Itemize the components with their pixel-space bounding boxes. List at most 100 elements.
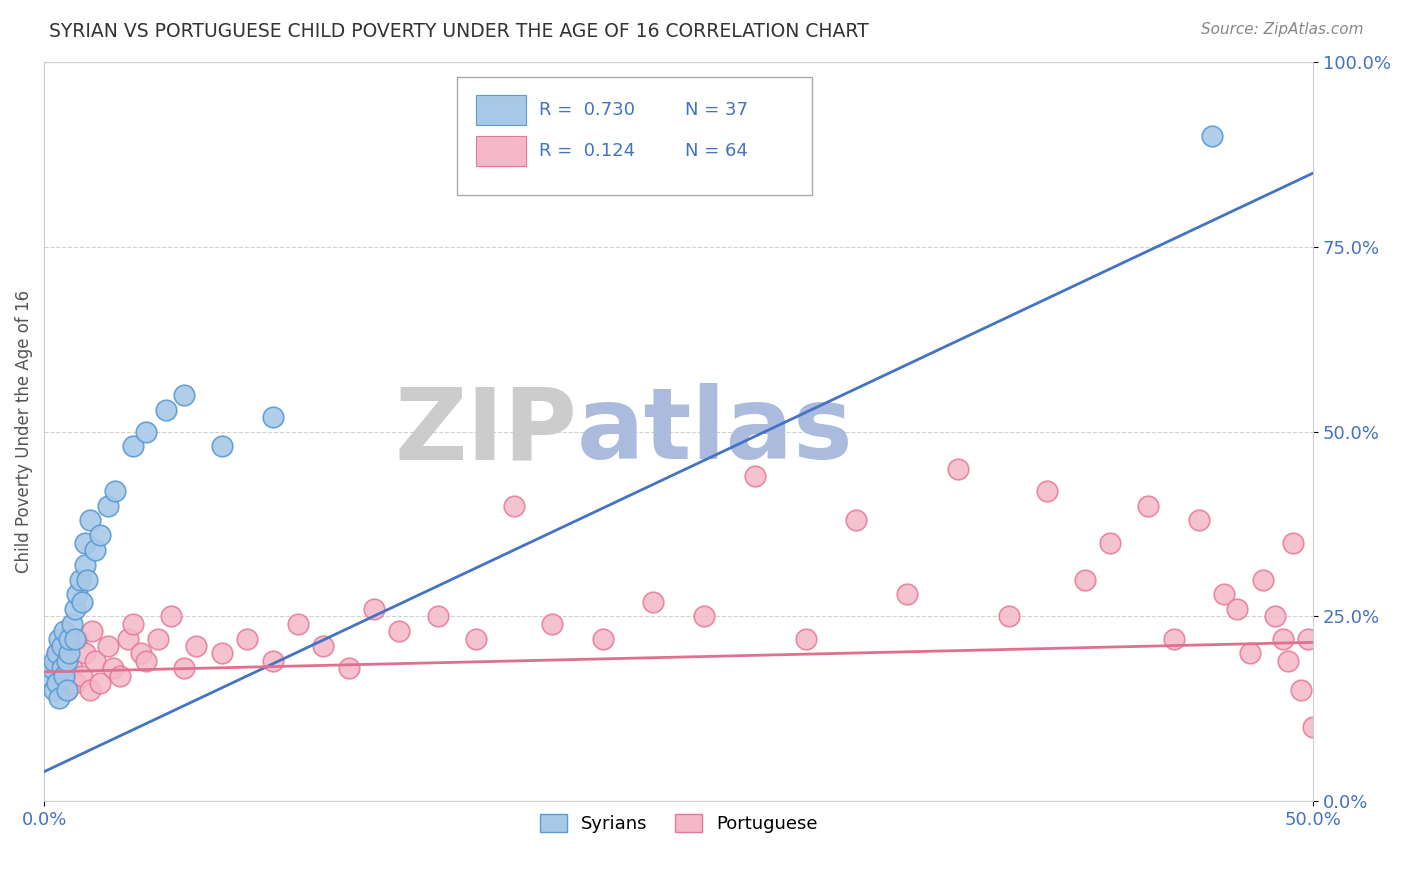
Point bbox=[1035, 483, 1057, 498]
Point bbox=[41, 661, 63, 675]
Point bbox=[262, 409, 284, 424]
Text: ZIP: ZIP bbox=[394, 384, 576, 480]
Point bbox=[592, 632, 614, 646]
FancyBboxPatch shape bbox=[457, 77, 811, 195]
Point bbox=[1074, 573, 1097, 587]
Point bbox=[135, 654, 157, 668]
Point bbox=[63, 632, 86, 646]
Point bbox=[236, 632, 259, 646]
Point bbox=[45, 647, 67, 661]
Legend: Syrians, Portuguese: Syrians, Portuguese bbox=[533, 806, 825, 840]
Point bbox=[643, 595, 665, 609]
Point bbox=[51, 661, 73, 675]
Point bbox=[211, 647, 233, 661]
Point bbox=[1137, 499, 1160, 513]
Point bbox=[1282, 535, 1305, 549]
Point bbox=[48, 632, 70, 646]
Point bbox=[58, 647, 80, 661]
Point bbox=[211, 440, 233, 454]
Point bbox=[73, 647, 96, 661]
Point bbox=[896, 587, 918, 601]
Point bbox=[388, 624, 411, 639]
Point bbox=[97, 639, 120, 653]
Point bbox=[66, 587, 89, 601]
Point bbox=[51, 639, 73, 653]
Point bbox=[60, 616, 83, 631]
Point bbox=[1201, 129, 1223, 144]
Point bbox=[89, 528, 111, 542]
Point bbox=[186, 639, 208, 653]
Point bbox=[56, 683, 79, 698]
Point bbox=[76, 573, 98, 587]
Text: Source: ZipAtlas.com: Source: ZipAtlas.com bbox=[1201, 22, 1364, 37]
Point bbox=[540, 616, 562, 631]
Point bbox=[363, 602, 385, 616]
Point bbox=[794, 632, 817, 646]
Point bbox=[58, 639, 80, 653]
Point bbox=[45, 676, 67, 690]
Point bbox=[946, 461, 969, 475]
Point bbox=[1271, 632, 1294, 646]
Point bbox=[262, 654, 284, 668]
Point bbox=[70, 668, 93, 682]
Point bbox=[312, 639, 335, 653]
Point bbox=[148, 632, 170, 646]
Point bbox=[1099, 535, 1122, 549]
Point bbox=[1302, 720, 1324, 734]
Point bbox=[129, 647, 152, 661]
Point bbox=[122, 616, 145, 631]
Point bbox=[56, 683, 79, 698]
Point bbox=[117, 632, 139, 646]
Point bbox=[155, 402, 177, 417]
Point bbox=[337, 661, 360, 675]
Point bbox=[1251, 573, 1274, 587]
Point bbox=[97, 499, 120, 513]
Point bbox=[73, 558, 96, 572]
Point bbox=[287, 616, 309, 631]
Point bbox=[89, 676, 111, 690]
Text: atlas: atlas bbox=[576, 384, 853, 480]
Point bbox=[83, 654, 105, 668]
Point bbox=[135, 425, 157, 439]
Point bbox=[464, 632, 486, 646]
Point bbox=[56, 654, 79, 668]
Text: R =  0.730: R = 0.730 bbox=[538, 101, 636, 120]
Point bbox=[83, 543, 105, 558]
Point bbox=[1277, 654, 1299, 668]
Point bbox=[44, 683, 66, 698]
Point bbox=[70, 595, 93, 609]
Point bbox=[693, 609, 716, 624]
Point bbox=[744, 469, 766, 483]
Point bbox=[53, 668, 76, 682]
Text: N = 64: N = 64 bbox=[685, 142, 748, 160]
Y-axis label: Child Poverty Under the Age of 16: Child Poverty Under the Age of 16 bbox=[15, 290, 32, 574]
Point bbox=[997, 609, 1019, 624]
Point bbox=[73, 535, 96, 549]
Point bbox=[53, 654, 76, 668]
Text: R =  0.124: R = 0.124 bbox=[538, 142, 636, 160]
Point bbox=[104, 483, 127, 498]
Point bbox=[173, 388, 195, 402]
Point bbox=[63, 602, 86, 616]
Point bbox=[426, 609, 449, 624]
Text: SYRIAN VS PORTUGUESE CHILD POVERTY UNDER THE AGE OF 16 CORRELATION CHART: SYRIAN VS PORTUGUESE CHILD POVERTY UNDER… bbox=[49, 22, 869, 41]
Point bbox=[48, 668, 70, 682]
Point bbox=[502, 499, 524, 513]
Point bbox=[160, 609, 183, 624]
Point bbox=[1239, 647, 1261, 661]
Point bbox=[45, 647, 67, 661]
Point bbox=[845, 513, 868, 527]
FancyBboxPatch shape bbox=[475, 95, 526, 125]
Point bbox=[1213, 587, 1236, 601]
Point bbox=[53, 624, 76, 639]
Point bbox=[79, 513, 101, 527]
Point bbox=[44, 654, 66, 668]
Point bbox=[110, 668, 132, 682]
Point bbox=[38, 668, 60, 682]
Point bbox=[101, 661, 124, 675]
Point bbox=[1264, 609, 1286, 624]
Point bbox=[79, 683, 101, 698]
Point bbox=[1188, 513, 1211, 527]
Point bbox=[66, 632, 89, 646]
Point bbox=[69, 573, 91, 587]
